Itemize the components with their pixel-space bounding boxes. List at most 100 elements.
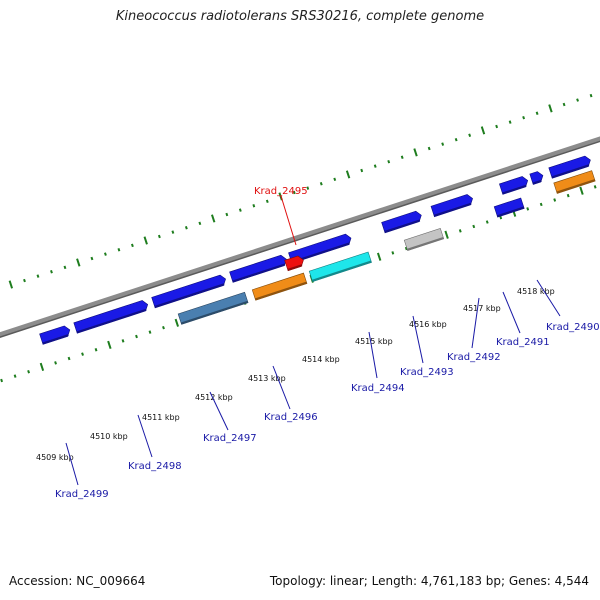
feature-block-shade	[496, 206, 525, 218]
tick-label: 4513 kbp	[248, 374, 286, 383]
tick-minor	[499, 215, 503, 220]
tick-major	[579, 186, 584, 195]
gene-label-krad-2498[interactable]: Krad_2498	[128, 461, 182, 472]
tick-minor	[508, 120, 512, 124]
gene-arrow-shade	[433, 202, 472, 217]
tick-minor	[593, 185, 597, 189]
leader-line	[412, 315, 424, 364]
gene-arrow-krad-2499[interactable]	[73, 299, 150, 334]
tick-label: 4510 kbp	[90, 432, 128, 441]
tick-minor	[184, 225, 188, 230]
tick-minor	[562, 102, 566, 107]
gene-label-krad-2497[interactable]: Krad_2497	[203, 433, 257, 444]
tick-label: 4509 kbp	[36, 453, 74, 462]
tick-minor	[157, 234, 161, 239]
tick-minor	[526, 207, 530, 211]
tick-major	[480, 126, 486, 135]
tick-minor	[130, 243, 134, 248]
gene-arrow-shade	[232, 263, 286, 283]
gene-arrow-shade	[76, 308, 147, 334]
tick-label: 4517 kbp	[463, 304, 501, 313]
tick-minor	[23, 278, 26, 283]
tick-minor	[252, 203, 256, 208]
gene-label-krad-2494[interactable]: Krad_2494	[351, 383, 405, 394]
leader-line	[209, 391, 229, 431]
tick-minor	[135, 334, 138, 339]
tick-minor	[458, 229, 462, 233]
gene-label-krad-2493[interactable]: Krad_2493	[400, 367, 454, 378]
tick-row-upper	[8, 93, 593, 289]
tick-minor	[265, 199, 269, 204]
tick-minor	[589, 93, 593, 98]
tick-minor	[495, 124, 499, 129]
label-leaders	[65, 195, 561, 486]
tick-minor	[117, 248, 121, 252]
tick-minor	[400, 155, 404, 160]
tick-minor	[539, 202, 543, 207]
tick-minor	[373, 164, 377, 168]
gene-label-krad-2495[interactable]: Krad_2495	[254, 186, 308, 197]
tick-minor	[553, 198, 557, 202]
tick-major	[548, 104, 553, 113]
tick-minor	[225, 212, 229, 217]
feature-block-shade	[255, 281, 307, 301]
tick-minor	[566, 193, 570, 198]
feature-block-shade	[407, 236, 444, 251]
tick-minor	[63, 265, 67, 270]
tick-minor	[54, 361, 57, 365]
gene-label-krad-2499[interactable]: Krad_2499	[55, 489, 109, 500]
tick-label: 4516 kbp	[409, 320, 447, 329]
tick-minor	[472, 224, 476, 229]
tick-minor	[121, 339, 125, 343]
feature-block-cyan[interactable]	[308, 251, 372, 283]
tick-major	[107, 340, 112, 349]
tick-minor	[292, 190, 296, 195]
feature-block-blue[interactable]	[493, 197, 525, 218]
tick-minor	[50, 270, 53, 274]
tick-minor	[319, 181, 323, 186]
tick-minor	[333, 177, 337, 182]
tick-minor	[198, 221, 202, 226]
leader-line	[272, 365, 291, 410]
tick-minor	[391, 251, 395, 255]
genome-summary: Topology: linear; Length: 4,761,183 bp; …	[269, 574, 589, 588]
gene-arrow[interactable]	[39, 325, 72, 345]
tick-label: 4511 kbp	[142, 413, 180, 422]
tick-minor	[387, 159, 391, 164]
tick-minor	[148, 330, 152, 334]
tick-minor	[238, 208, 242, 212]
gene-arrow-shade	[42, 334, 69, 345]
gene-label-krad-2490[interactable]: Krad_2490	[546, 322, 600, 333]
leader-line	[536, 279, 561, 317]
tick-label: 4512 kbp	[195, 393, 233, 402]
feature-block-orange[interactable]	[251, 272, 308, 301]
tick-minor	[0, 378, 4, 383]
tick-minor	[162, 325, 165, 330]
tick-major	[39, 362, 45, 371]
tick-label: 4515 kbp	[355, 337, 393, 346]
track-frame	[0, 83, 600, 383]
tick-minor	[468, 133, 472, 138]
leader-line	[368, 331, 378, 379]
gene-arrow-shade	[384, 219, 421, 233]
leader-line	[65, 442, 79, 486]
tick-minor	[485, 220, 489, 224]
gene-arrow-krad-2492[interactable]	[499, 175, 529, 195]
tick-major	[8, 280, 14, 289]
accession-label: Accession: NC_009664	[9, 574, 146, 588]
feature-block-shade	[312, 260, 372, 282]
tick-minor	[306, 186, 310, 190]
gene-arrow-krad-2490[interactable]	[548, 155, 592, 179]
tick-labels: 4509 kbp 4510 kbp 4511 kbp 4512 kbp 4513…	[36, 287, 555, 462]
tick-minor	[441, 142, 445, 146]
gene-labels: Krad_2499 Krad_2498 Krad_2497 Krad_2496 …	[55, 186, 600, 500]
genome-backbone-shadow	[0, 87, 600, 368]
tick-major	[174, 318, 180, 327]
tick-minor	[36, 274, 40, 278]
gene-arrow-shade	[291, 242, 350, 264]
gene-label-krad-2496[interactable]: Krad_2496	[264, 412, 318, 423]
gene-label-krad-2491[interactable]: Krad_2491	[496, 337, 550, 348]
gene-label-krad-2492[interactable]: Krad_2492	[447, 352, 501, 363]
tick-label: 4514 kbp	[302, 355, 340, 364]
